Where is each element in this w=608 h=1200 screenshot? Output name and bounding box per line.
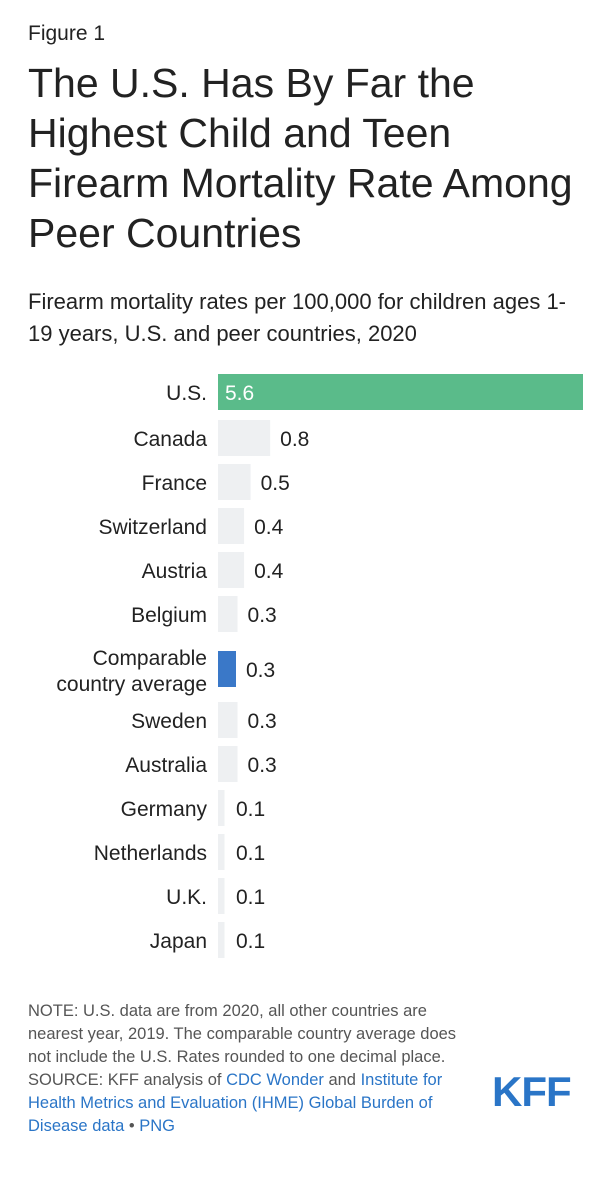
category-label-germany: Germany (121, 798, 208, 821)
bar-netherlands (218, 834, 225, 870)
bar-switzerland (218, 508, 245, 544)
bar-comparable-country-average (218, 651, 236, 687)
bar-japan (218, 922, 225, 958)
source-separator: • (124, 1117, 140, 1135)
value-label-france: 0.5 (261, 472, 290, 495)
category-label-switzerland: Switzerland (98, 516, 207, 539)
bar-belgium (218, 596, 238, 632)
ihme-link[interactable]: Institute for Health Metrics and Evaluat… (28, 1071, 443, 1135)
category-label-comparable-country-average: Comparable country average (56, 647, 207, 696)
value-label-belgium: 0.3 (248, 604, 277, 627)
category-label-belgium: Belgium (131, 604, 207, 627)
chart-title: The U.S. Has By Far the Highest Child an… (28, 60, 573, 256)
bar-austria (218, 552, 245, 588)
bar-u-k (218, 878, 225, 914)
bar-chart: U.S. 5.6 Canada 0.8 France 0.5 Switzerland 0.4 A… (56, 374, 583, 958)
value-label-canada: 0.8 (280, 428, 309, 451)
cdc-wonder-link[interactable]: CDC Wonder (226, 1071, 324, 1089)
category-label-u-k: U.K. (166, 886, 207, 909)
value-label-austria: 0.4 (254, 560, 284, 583)
bar-germany (218, 790, 225, 826)
category-label-australia: Australia (125, 754, 207, 777)
value-label-u-k: 0.1 (236, 886, 265, 909)
bar-u-s (218, 374, 583, 410)
figure-label: Figure 1 (28, 22, 106, 45)
bar-canada (218, 420, 271, 456)
bar-sweden (218, 702, 238, 738)
value-label-sweden: 0.3 (248, 710, 277, 733)
value-label-u-s: 5.6 (225, 382, 254, 405)
source-and: and (323, 1071, 361, 1089)
category-label-austria: Austria (142, 560, 208, 583)
note-text: NOTE: U.S. data are from 2020, all other… (28, 1002, 457, 1066)
note-block: NOTE: U.S. data are from 2020, all other… (28, 1000, 458, 1138)
category-label-u-s: U.S. (166, 382, 207, 405)
category-label-canada: Canada (133, 428, 207, 451)
value-label-netherlands: 0.1 (236, 842, 265, 865)
value-label-australia: 0.3 (248, 754, 277, 777)
category-label-netherlands: Netherlands (94, 842, 207, 865)
category-label-japan: Japan (150, 930, 207, 953)
chart-subtitle: Firearm mortality rates per 100,000 for … (28, 289, 567, 346)
kff-logo: KFF (492, 1068, 572, 1115)
png-download-link[interactable]: PNG (139, 1117, 176, 1135)
bar-australia (218, 746, 238, 782)
category-label-france: France (142, 472, 207, 495)
source-prefix: SOURCE: KFF analysis of (28, 1071, 227, 1089)
value-label-japan: 0.1 (236, 930, 265, 953)
value-label-switzerland: 0.4 (254, 516, 284, 539)
category-label-sweden: Sweden (131, 710, 207, 733)
value-label-germany: 0.1 (236, 798, 265, 821)
bar-france (218, 464, 251, 500)
value-label-comparable-country-average: 0.3 (246, 659, 275, 682)
